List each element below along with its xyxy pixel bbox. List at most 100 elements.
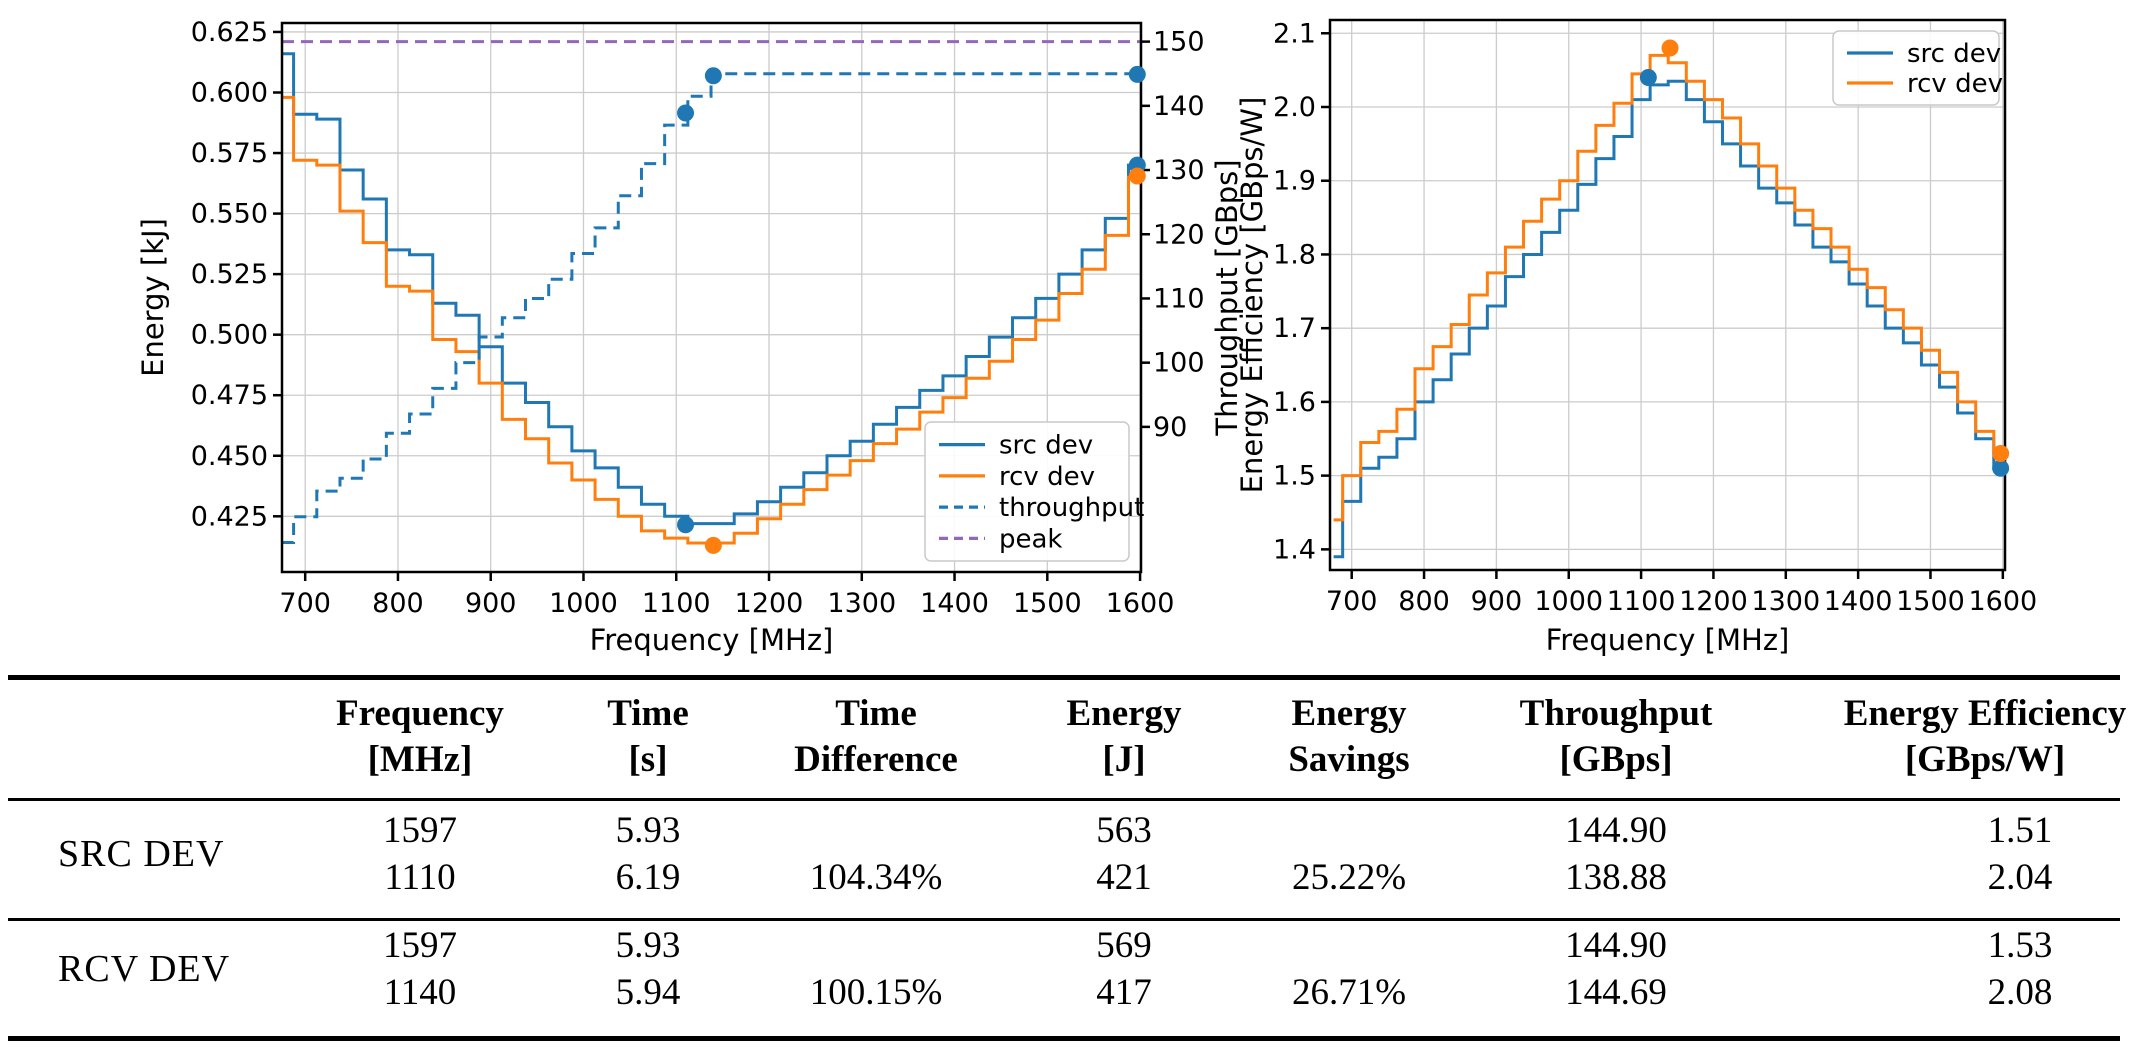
table-cell: 104.34% xyxy=(809,857,943,898)
y-axis-label: Energy Efficiency [GBps/W] xyxy=(1235,97,1269,494)
data-point-marker xyxy=(1992,459,2010,477)
legend-label-rcv-dev: rcv dev xyxy=(999,462,1095,492)
table-header-frequency: Frequency [MHz] xyxy=(336,693,504,780)
charts-svg: 700 800 900 1000 1100 1200 1300 1400 1500 16000.4… xyxy=(136,17,2037,657)
y2-tick-label: 90 xyxy=(1153,412,1187,443)
y-tick-label: 0.450 xyxy=(191,441,268,472)
data-point-marker xyxy=(1639,69,1657,87)
table-cell: 5.94 xyxy=(615,972,681,1013)
table-cell: 5.93 xyxy=(615,925,681,966)
x-tick-label: 1000 xyxy=(1534,586,1603,617)
y2-tick-label: 110 xyxy=(1153,283,1205,314)
table-header-throughput: Throughput [GBps] xyxy=(1519,693,1713,780)
table-cell: 1.51 xyxy=(1987,810,2053,851)
table-cell: 1597 xyxy=(383,810,457,851)
x-axis-label: Frequency [MHz] xyxy=(590,623,834,657)
table-rule-header xyxy=(8,798,2120,801)
x-tick-label: 800 xyxy=(372,588,424,619)
table-cell: 100.15% xyxy=(809,972,943,1013)
y-tick-label: 0.600 xyxy=(191,78,268,109)
y-tick-label: 1.4 xyxy=(1273,534,1316,565)
y-tick-label: 0.475 xyxy=(191,380,268,411)
table-header-energy-savings: Energy Savings xyxy=(1288,693,1410,780)
axes: 700 800 900 1000 1100 1200 1300 1400 1500 1600 0.4… xyxy=(136,17,1244,657)
x-tick-label: 1300 xyxy=(827,588,896,619)
x-axis-label: Frequency [MHz] xyxy=(1546,623,1790,657)
table-cell: 417 xyxy=(1096,972,1152,1013)
x-tick-label: 1400 xyxy=(1824,586,1893,617)
table-cell: 144.69 xyxy=(1565,972,1667,1013)
data-point-marker xyxy=(1992,445,2010,463)
table-row-label-rcv-dev: RCV DEV xyxy=(58,948,231,990)
series-src-dev xyxy=(1333,79,2003,559)
series-throughput xyxy=(282,72,1141,544)
table-row-label-src-dev: SRC DEV xyxy=(58,833,225,875)
grid xyxy=(1330,20,2005,570)
x-tick-label: 900 xyxy=(465,588,517,619)
table-cell: 563 xyxy=(1096,810,1152,851)
data-point-marker xyxy=(704,67,722,85)
table-cell: 26.71% xyxy=(1291,972,1407,1013)
x-tick-label: 1400 xyxy=(920,588,989,619)
x-tick-label: 1600 xyxy=(1968,586,2037,617)
table-cell: 144.90 xyxy=(1565,810,1667,851)
data-point-marker xyxy=(1661,39,1679,57)
y-tick-label: 0.550 xyxy=(191,199,268,230)
y-tick-label: 2.0 xyxy=(1273,92,1316,123)
legend-label-rcv-dev: rcv dev xyxy=(1907,69,2003,99)
x-tick-label: 1100 xyxy=(642,588,711,619)
legend-label-src-dev: src dev xyxy=(999,431,1093,461)
table-header-energy-efficiency: Energy Efficiency [GBps/W] xyxy=(1843,693,2127,780)
table-rule-bottom xyxy=(8,1036,2120,1041)
y2-axis-label: Throughput [GBps] xyxy=(1210,159,1244,436)
y2-tick-label: 100 xyxy=(1153,348,1205,379)
table-cell: 569 xyxy=(1096,925,1152,966)
table-cell: 1110 xyxy=(384,857,456,898)
series-src-dev xyxy=(282,52,1141,526)
energy-efficiency-chart: 700 800 900 1000 1100 1200 1300 1400 1500 1600 1.4… xyxy=(1235,18,2037,657)
y-axis-label: Energy [kJ] xyxy=(136,218,170,377)
y-tick-label: 0.575 xyxy=(191,138,268,169)
y-tick-label: 1.8 xyxy=(1273,239,1316,270)
x-tick-label: 1500 xyxy=(1013,588,1082,619)
axes: 700 800 900 1000 1100 1200 1300 1400 1500 1600 1.4… xyxy=(1235,18,2037,657)
y2-tick-label: 120 xyxy=(1153,219,1205,250)
y2-tick-label: 130 xyxy=(1153,155,1205,186)
table-cell: 144.90 xyxy=(1565,925,1667,966)
table-cell: 2.04 xyxy=(1987,857,2053,898)
x-tick-label: 1500 xyxy=(1896,586,1965,617)
table-rule-top xyxy=(8,675,2120,680)
y-tick-label: 0.625 xyxy=(191,17,268,48)
x-tick-label: 1000 xyxy=(549,588,618,619)
data-point-marker xyxy=(677,104,695,122)
x-tick-label: 900 xyxy=(1471,586,1523,617)
energy-throughput-chart: 700 800 900 1000 1100 1200 1300 1400 1500 1600 0.4… xyxy=(136,17,1244,657)
legend-label-src-dev: src dev xyxy=(1907,39,2001,69)
x-tick-label: 1100 xyxy=(1607,586,1676,617)
table-cell: 1140 xyxy=(383,972,457,1013)
table-header-energy: Energy [J] xyxy=(1066,693,1182,780)
y-tick-label: 2.1 xyxy=(1273,18,1316,49)
x-tick-label: 1200 xyxy=(735,588,804,619)
legend-label-peak: peak xyxy=(999,524,1063,554)
data-point-marker xyxy=(677,516,695,534)
x-tick-label: 800 xyxy=(1398,586,1450,617)
plot-frame xyxy=(1328,18,2007,572)
y-tick-label: 1.6 xyxy=(1273,387,1316,418)
table-header-time: Time [s] xyxy=(607,693,689,780)
data-point-marker xyxy=(1128,167,1146,185)
y-tick-label: 1.7 xyxy=(1273,313,1316,344)
legend-label-throughput: throughput xyxy=(999,493,1144,523)
table-cell: 6.19 xyxy=(615,857,681,898)
data-point-marker xyxy=(704,536,722,554)
table-cell: 1597 xyxy=(383,925,457,966)
y-tick-label: 0.500 xyxy=(191,320,268,351)
x-tick-label: 700 xyxy=(1326,586,1378,617)
series-rcv-dev xyxy=(1333,53,2003,522)
data-point-marker xyxy=(1128,65,1146,83)
y2-tick-label: 140 xyxy=(1153,91,1205,122)
table-header-time-difference: Time Difference xyxy=(794,693,958,780)
